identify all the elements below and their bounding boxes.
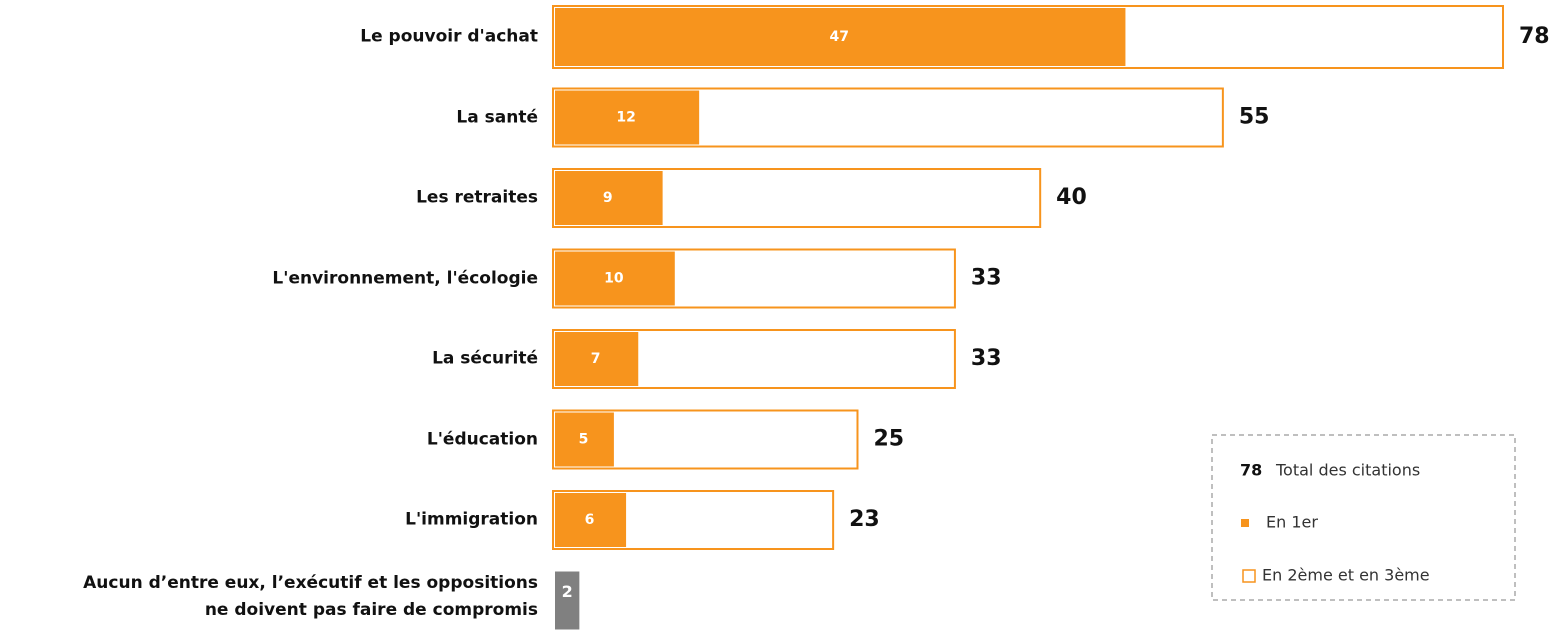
total-label: 25: [873, 427, 904, 452]
bar: [555, 493, 627, 547]
bar: [555, 251, 675, 306]
bar: [555, 90, 700, 145]
value-label: 12: [616, 110, 635, 126]
legend-swatch: [1241, 519, 1249, 527]
category-label: Aucun d’entre eux, l’exécutif et les opp…: [83, 572, 538, 620]
legend-label: En 1er: [1266, 513, 1318, 532]
category-label: La sécurité: [432, 348, 538, 369]
bar: [555, 412, 614, 467]
category-label: L'immigration: [405, 509, 538, 530]
category-label: Le pouvoir d'achat: [360, 26, 538, 47]
total-label: 23: [849, 507, 880, 532]
category-label: Les retraites: [416, 187, 538, 208]
value-label: 9: [603, 190, 613, 206]
bar: [555, 171, 663, 225]
legend-label: En 2ème et en 3ème: [1262, 566, 1430, 585]
legend-swatch: [1242, 569, 1256, 583]
category-label: L'environnement, l'écologie: [272, 268, 538, 288]
category-label: La santé: [456, 107, 538, 127]
total-label: 33: [971, 266, 1002, 291]
value-label: 2: [562, 582, 573, 601]
legend-total-label: Total des citations: [1275, 461, 1420, 480]
legend-total-sample: 78: [1240, 461, 1262, 480]
value-label: 5: [579, 432, 589, 448]
bar: [555, 571, 580, 630]
total-label: 40: [1056, 185, 1087, 210]
bar: [555, 332, 639, 386]
total-label: 55: [1239, 105, 1270, 130]
value-label: 10: [604, 271, 624, 287]
total-label: 33: [971, 346, 1002, 371]
total-label: 78: [1519, 24, 1550, 49]
value-label: 7: [591, 351, 601, 367]
bar: [555, 8, 1126, 66]
category-label: L'éducation: [426, 429, 538, 449]
value-label: 6: [585, 512, 595, 528]
value-label: 47: [829, 29, 848, 45]
